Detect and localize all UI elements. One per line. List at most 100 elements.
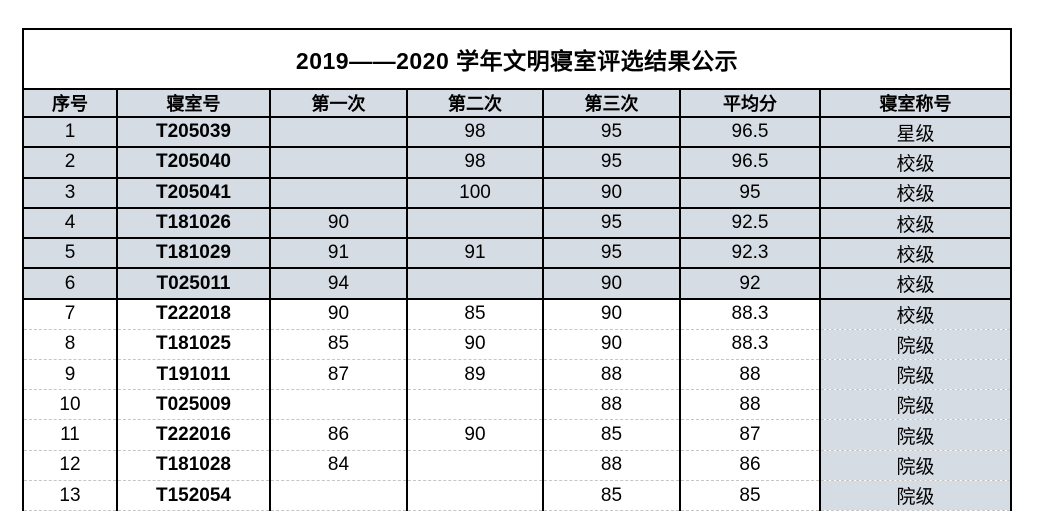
column-header-second: 第二次 bbox=[406, 88, 544, 118]
cell-score1 bbox=[269, 389, 408, 421]
cell-score2: 90 bbox=[406, 329, 544, 360]
cell-score3: 95 bbox=[542, 147, 681, 179]
cell-rank: 院级 bbox=[818, 450, 1013, 482]
cell-no: 10 bbox=[22, 389, 118, 421]
table-row: 13 T152054 85 85 院级 bbox=[22, 480, 1013, 512]
cell-no: 12 bbox=[22, 450, 118, 482]
cell-rank: 院级 bbox=[818, 419, 1013, 451]
cell-room: T205039 bbox=[116, 117, 271, 149]
cell-score1 bbox=[269, 480, 408, 512]
title-row: 2019——2020 学年文明寝室评选结果公示 bbox=[21, 28, 1013, 90]
cell-room: T222018 bbox=[116, 298, 271, 330]
cell-avg: 96.5 bbox=[679, 147, 821, 179]
cell-rank: 院级 bbox=[818, 389, 1013, 421]
cell-score1 bbox=[269, 147, 408, 179]
table-row: 7 T222018 90 85 90 88.3 校级 bbox=[22, 298, 1013, 330]
cell-room: T025011 bbox=[116, 268, 271, 300]
cell-no: 8 bbox=[22, 329, 118, 360]
cell-score3: 90 bbox=[542, 268, 681, 300]
cell-avg: 88 bbox=[679, 389, 821, 421]
cell-rank: 院级 bbox=[818, 359, 1013, 391]
cell-score3: 88 bbox=[542, 359, 681, 391]
cell-room: T181028 bbox=[116, 450, 271, 482]
cell-room: T205041 bbox=[116, 177, 271, 209]
table-row: 1 T205039 98 95 96.5 星级 bbox=[22, 117, 1013, 149]
cell-avg: 92 bbox=[679, 268, 821, 300]
cell-room: T222016 bbox=[116, 419, 271, 451]
table-row: 6 T025011 94 90 92 校级 bbox=[22, 268, 1013, 300]
cell-score2: 85 bbox=[406, 298, 544, 330]
cell-score1: 87 bbox=[269, 359, 408, 391]
cell-score1: 90 bbox=[269, 298, 408, 330]
cell-avg: 92.3 bbox=[679, 238, 821, 270]
cell-score1: 84 bbox=[269, 450, 408, 482]
cell-no: 3 bbox=[22, 177, 118, 209]
table-row: 11 T222016 86 90 85 87 院级 bbox=[22, 419, 1013, 451]
cell-room: T205040 bbox=[116, 147, 271, 179]
cell-no: 6 bbox=[22, 268, 118, 300]
cell-no: 7 bbox=[22, 298, 118, 330]
cell-score3: 95 bbox=[542, 238, 681, 270]
cell-score2: 100 bbox=[406, 177, 544, 209]
cell-avg: 86 bbox=[679, 450, 821, 482]
cell-score2 bbox=[406, 480, 544, 512]
cell-score1: 90 bbox=[269, 207, 408, 240]
cell-rank: 校级 bbox=[818, 207, 1013, 240]
cell-no: 2 bbox=[22, 147, 118, 179]
results-table: 2019——2020 学年文明寝室评选结果公示 序号 寝室号 第一次 第二次 第… bbox=[21, 28, 1013, 512]
cell-rank: 校级 bbox=[818, 147, 1013, 179]
table-row: 2 T205040 98 95 96.5 校级 bbox=[22, 147, 1013, 179]
cell-score2 bbox=[406, 207, 544, 240]
cell-avg: 96.5 bbox=[679, 117, 821, 149]
cell-score2: 98 bbox=[406, 147, 544, 179]
cell-no: 4 bbox=[22, 207, 118, 240]
cell-rank: 院级 bbox=[818, 480, 1013, 512]
cell-room: T181026 bbox=[116, 207, 271, 240]
cell-score2: 91 bbox=[406, 238, 544, 270]
cell-no: 5 bbox=[22, 238, 118, 270]
table-row: 9 T191011 87 89 88 88 院级 bbox=[22, 359, 1013, 391]
column-header-no: 序号 bbox=[22, 88, 118, 118]
cell-avg: 92.5 bbox=[679, 207, 821, 240]
cell-score2: 98 bbox=[406, 117, 544, 149]
cell-score2: 90 bbox=[406, 419, 544, 451]
table-row: 10 T025009 88 88 院级 bbox=[22, 389, 1013, 421]
column-header-rank: 寝室称号 bbox=[818, 88, 1013, 118]
cell-avg: 95 bbox=[679, 177, 821, 209]
cell-score3: 88 bbox=[542, 450, 681, 482]
cell-no: 1 bbox=[22, 117, 118, 149]
cell-score2: 89 bbox=[406, 359, 544, 391]
cell-score1: 91 bbox=[269, 238, 408, 270]
cell-score3: 85 bbox=[542, 480, 681, 512]
cell-room: T181025 bbox=[116, 329, 271, 360]
cell-rank: 院级 bbox=[818, 329, 1013, 360]
cell-score1: 85 bbox=[269, 329, 408, 360]
cell-score3: 90 bbox=[542, 298, 681, 330]
cell-avg: 85 bbox=[679, 480, 821, 512]
cell-avg: 88.3 bbox=[679, 298, 821, 330]
cell-no: 13 bbox=[22, 480, 118, 512]
cell-rank: 校级 bbox=[818, 298, 1013, 330]
table-row: 5 T181029 91 91 95 92.3 校级 bbox=[22, 238, 1013, 270]
cell-score3: 95 bbox=[542, 207, 681, 240]
cell-avg: 88.3 bbox=[679, 329, 821, 360]
cell-score3: 90 bbox=[542, 329, 681, 360]
cell-rank: 星级 bbox=[818, 117, 1013, 149]
cell-rank: 校级 bbox=[818, 177, 1013, 209]
cell-avg: 88 bbox=[679, 359, 821, 391]
cell-score2 bbox=[406, 389, 544, 421]
table-row: 12 T181028 84 88 86 院级 bbox=[22, 450, 1013, 482]
column-header-room: 寝室号 bbox=[116, 88, 271, 118]
cell-room: T152054 bbox=[116, 480, 271, 512]
cell-rank: 校级 bbox=[818, 268, 1013, 300]
cell-score1 bbox=[269, 177, 408, 209]
cell-room: T025009 bbox=[116, 389, 271, 421]
table-row: 8 T181025 85 90 90 88.3 院级 bbox=[22, 329, 1013, 360]
cell-score1 bbox=[269, 117, 408, 149]
cell-no: 9 bbox=[22, 359, 118, 391]
cell-score2 bbox=[406, 450, 544, 482]
cell-room: T191011 bbox=[116, 359, 271, 391]
cell-score1: 94 bbox=[269, 268, 408, 300]
column-header-third: 第三次 bbox=[542, 88, 681, 118]
